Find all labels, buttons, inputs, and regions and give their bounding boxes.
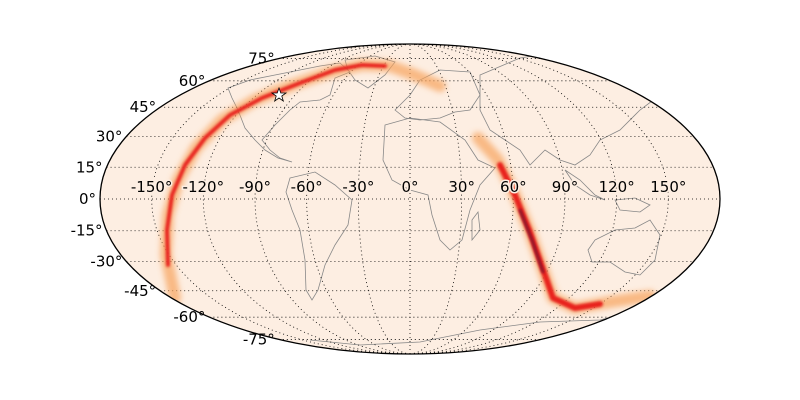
probability-band [160,59,656,314]
meridian-line [202,44,411,354]
latitude-label: 45° [130,98,157,116]
graticule [100,44,720,354]
latitude-label: 0° [79,190,96,208]
meridian-line [306,44,411,354]
latitude-label: 75° [248,50,275,68]
meridian-line [409,44,463,354]
meridian-line [357,44,411,354]
longitude-label: 90° [552,178,579,196]
band-core-north [165,63,387,267]
band-peak-south [518,208,545,274]
latitude-label: 30° [96,127,123,145]
meridian-line [151,44,411,354]
longitude-label: -30° [342,178,374,196]
latitude-label: -45° [124,282,156,300]
longitude-label: -90° [239,178,271,196]
latitude-label: 60° [179,72,206,90]
latitude-label: -30° [90,253,122,271]
latitude-label: -60° [173,308,205,326]
star-icon [270,86,288,102]
longitude-label: 150° [650,178,686,196]
meridian-line [409,44,618,354]
longitude-label: 30° [448,178,475,196]
longitude-label: 60° [500,178,527,196]
band-core-south [497,162,603,311]
map-border [99,43,721,355]
latitude-label: -75° [243,330,275,348]
map-background [100,44,720,354]
latitude-label: 15° [76,158,103,176]
meridian-line [409,44,669,354]
longitude-label: -120° [183,178,225,196]
latitude-labels: 75° 60° 45° 30° 15° 0° -15° -30°-45° -60° -75° [71,50,275,349]
latitude-label: -15° [71,222,103,240]
longitude-label: 0° [401,178,418,196]
longitude-label: 120° [599,178,635,196]
longitude-labels: -150° -120° -90° -60° -30° 0° 30° 60° 90° 120° 150… [129,177,688,198]
longitude-label: -60° [291,178,323,196]
longitude-label: -150° [131,178,173,196]
